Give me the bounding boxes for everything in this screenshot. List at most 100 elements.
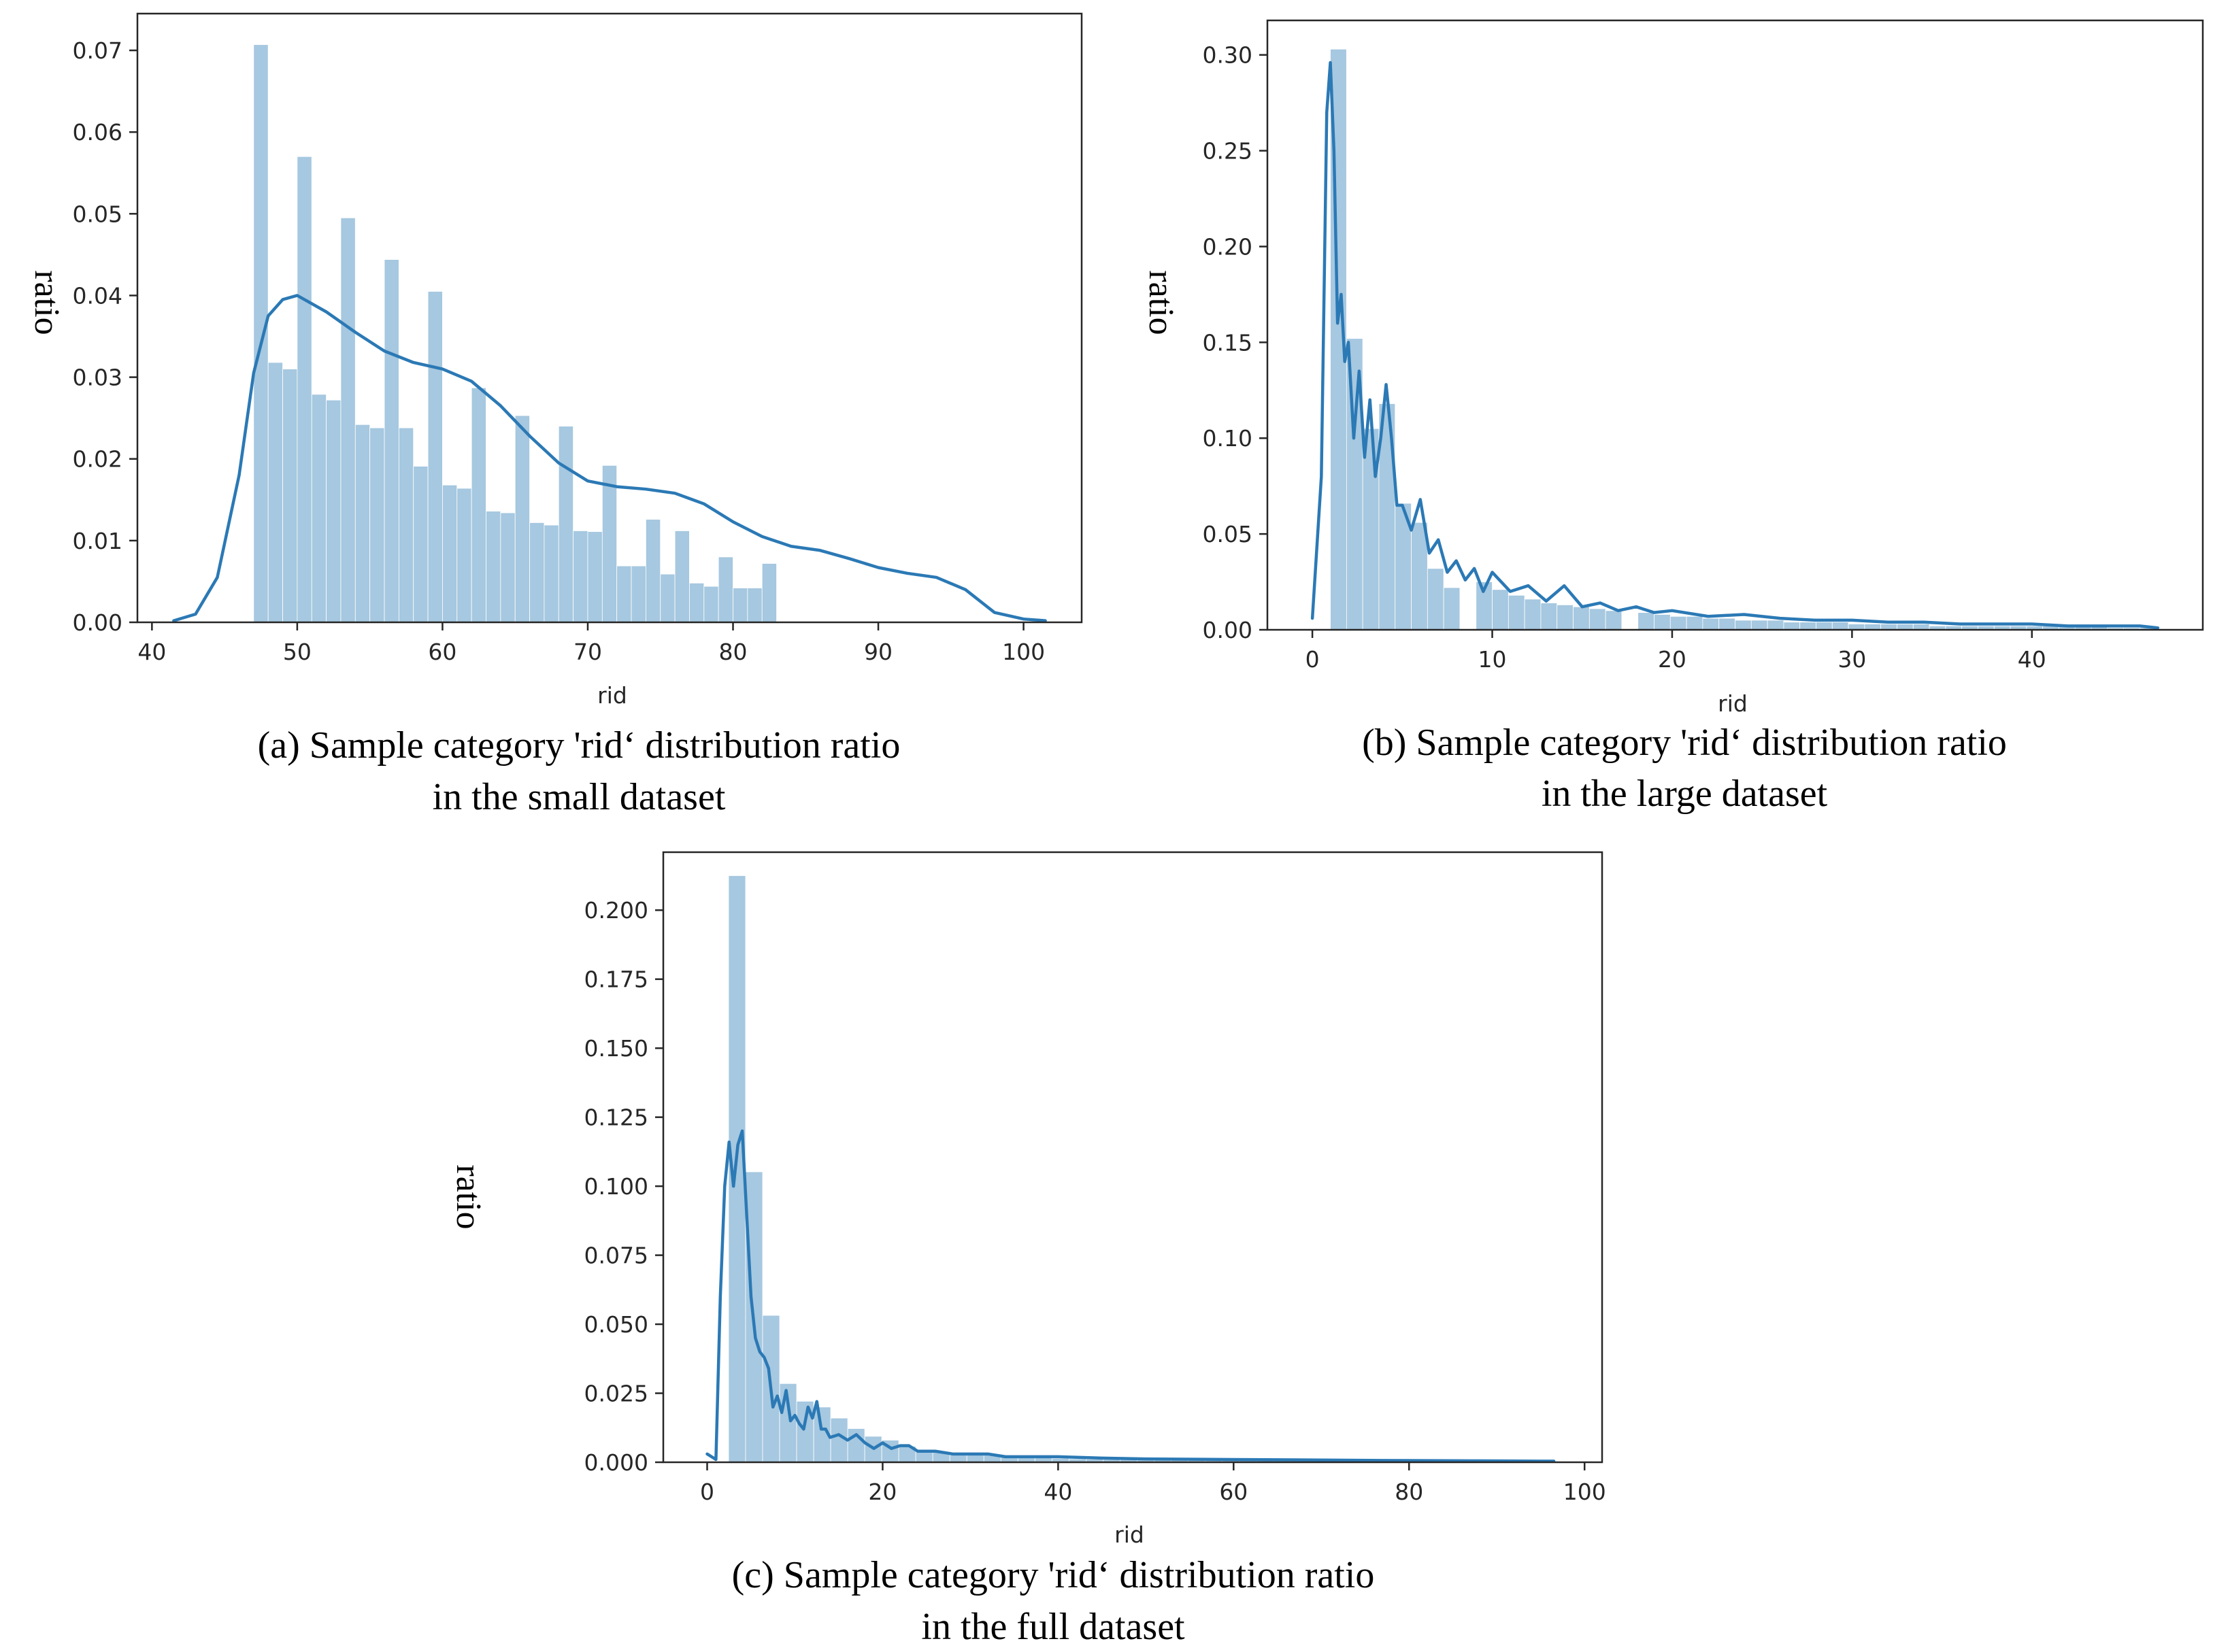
y-tick-label-a: 0.02 <box>73 446 122 473</box>
bar-b <box>1654 614 1671 630</box>
y-tick-label-c: 0.125 <box>584 1105 648 1131</box>
x-tick-label-c: 100 <box>1563 1479 1606 1505</box>
bar-b <box>1848 624 1865 630</box>
bar-b <box>1573 606 1590 630</box>
x-tick-label-c: 0 <box>700 1479 714 1505</box>
bar-b <box>1816 622 1833 630</box>
panel-c: 0 20 40 60 80 100 0.000 0.025 0.050 0.075 0.100 0.1… <box>449 851 1606 1648</box>
bar-a <box>267 362 283 623</box>
x-tick-label-a: 50 <box>283 639 312 665</box>
bar-b <box>1443 587 1461 630</box>
axes-frame-c <box>662 851 1603 1464</box>
x-tick-label-c: 40 <box>1044 1479 1072 1505</box>
y-tick-label-a: 0.01 <box>73 528 122 554</box>
bar-a <box>427 291 443 623</box>
y-tick-label-b: 0.25 <box>1203 138 1252 165</box>
bar-b <box>1508 594 1525 630</box>
bar-a <box>486 511 501 623</box>
bar-a <box>369 427 385 623</box>
y-tick-label-a: 0.00 <box>73 609 122 636</box>
y-tick-label-a: 0.07 <box>73 37 122 64</box>
bar-a <box>587 531 603 623</box>
y-tick-label-c: 0.100 <box>584 1173 648 1200</box>
y-axis-label-c: ratio <box>449 1164 488 1229</box>
y-tick-label-a: 0.06 <box>73 119 122 146</box>
bar-b <box>1427 568 1444 630</box>
plot-area-b: 0 10 20 30 40 0.00 0.05 0.10 0.15 0.20 0.25 0.30 <box>1203 19 2204 673</box>
bar-c <box>796 1400 814 1463</box>
bar-a <box>413 466 429 623</box>
bar-a <box>384 259 399 623</box>
bar-b <box>1411 522 1428 630</box>
bar-a <box>747 588 763 623</box>
x-tick-label-a: 90 <box>864 639 893 665</box>
bar-a <box>703 586 719 623</box>
plot-area-a: 40 50 60 70 80 90 100 0.00 0.01 0.02 0.03 0.04 0.05 0… <box>73 12 1083 665</box>
bar-a <box>398 427 414 623</box>
bar-a <box>718 556 733 623</box>
bar-a <box>471 387 486 623</box>
bar-a <box>674 530 690 623</box>
y-tick-label-a: 0.03 <box>73 365 122 391</box>
bar-a <box>442 484 458 623</box>
caption-a-line2: in the small dataset <box>433 776 726 818</box>
bar-a <box>282 369 298 623</box>
bar-a <box>733 588 748 623</box>
y-tick-label-a: 0.05 <box>73 201 122 227</box>
y-tick-label-b: 0.10 <box>1203 425 1252 452</box>
bar-b <box>1750 620 1768 630</box>
bar-b <box>1605 610 1623 630</box>
bar-a <box>616 565 632 623</box>
bar-a <box>689 582 705 623</box>
bar-a <box>311 394 327 623</box>
y-tick-label-c: 0.200 <box>584 897 648 924</box>
bar-b <box>1864 624 1882 630</box>
y-axis-label-b: ratio <box>1142 270 1180 335</box>
x-axis-label-c: rid <box>1114 1521 1144 1548</box>
caption-b-line2: in the large dataset <box>1542 773 1828 815</box>
x-tick-label-a: 80 <box>719 639 748 665</box>
x-tick-label-c: 80 <box>1395 1479 1423 1505</box>
bar-b <box>1637 612 1654 630</box>
bar-b <box>1588 608 1606 630</box>
bar-a <box>573 530 588 623</box>
bar-a <box>456 488 472 623</box>
bar-a <box>660 573 676 623</box>
x-axis-label-b: rid <box>1718 690 1748 717</box>
bar-a <box>253 44 269 623</box>
bar-a <box>761 563 777 623</box>
x-axis-label-a: rid <box>597 682 627 709</box>
bar-b <box>1897 624 1914 630</box>
caption-a-line1: (a) Sample category 'rid‘ distribution r… <box>258 724 901 766</box>
y-tick-label-c: 0.025 <box>584 1381 648 1407</box>
caption-b-line1: (b) Sample category 'rid‘ distribution r… <box>1362 722 2007 764</box>
panel-b: 0 10 20 30 40 0.00 0.05 0.10 0.15 0.20 0.25 0.30 ra… <box>1142 19 2204 815</box>
bar-b <box>1669 616 1687 630</box>
x-tick-label-a: 40 <box>137 639 166 665</box>
x-tick-label-b: 40 <box>2018 646 2046 673</box>
kde-line-a <box>172 294 1047 622</box>
panel-a: 40 50 60 70 80 90 100 0.00 0.01 0.02 0.03 0.04 0.05 0… <box>27 12 1083 818</box>
bar-a <box>340 217 356 623</box>
x-tick-label-a: 70 <box>573 639 602 665</box>
y-tick-label-b: 0.20 <box>1203 233 1252 260</box>
y-tick-label-c: 0.175 <box>584 966 648 993</box>
axes-frame-b <box>1266 19 2204 631</box>
bar-a <box>500 512 516 623</box>
y-tick-label-b: 0.00 <box>1203 617 1252 643</box>
bar-a <box>514 415 530 623</box>
bar-b <box>1492 589 1509 630</box>
bar-a <box>645 519 661 623</box>
y-tick-label-b: 0.15 <box>1203 329 1252 356</box>
y-axis-label-a: ratio <box>27 270 66 335</box>
bar-a <box>297 156 312 623</box>
bar-b <box>1831 622 1849 630</box>
bar-b <box>1735 620 1752 630</box>
bar-a <box>544 524 559 623</box>
bar-a <box>354 424 371 623</box>
bar-b <box>1799 622 1816 630</box>
plot-area-c: 0 20 40 60 80 100 0.000 0.025 0.050 0.075 0.100 0.1… <box>584 851 1606 1505</box>
axes-frame-a <box>136 12 1083 624</box>
y-tick-label-c: 0.050 <box>584 1311 648 1338</box>
